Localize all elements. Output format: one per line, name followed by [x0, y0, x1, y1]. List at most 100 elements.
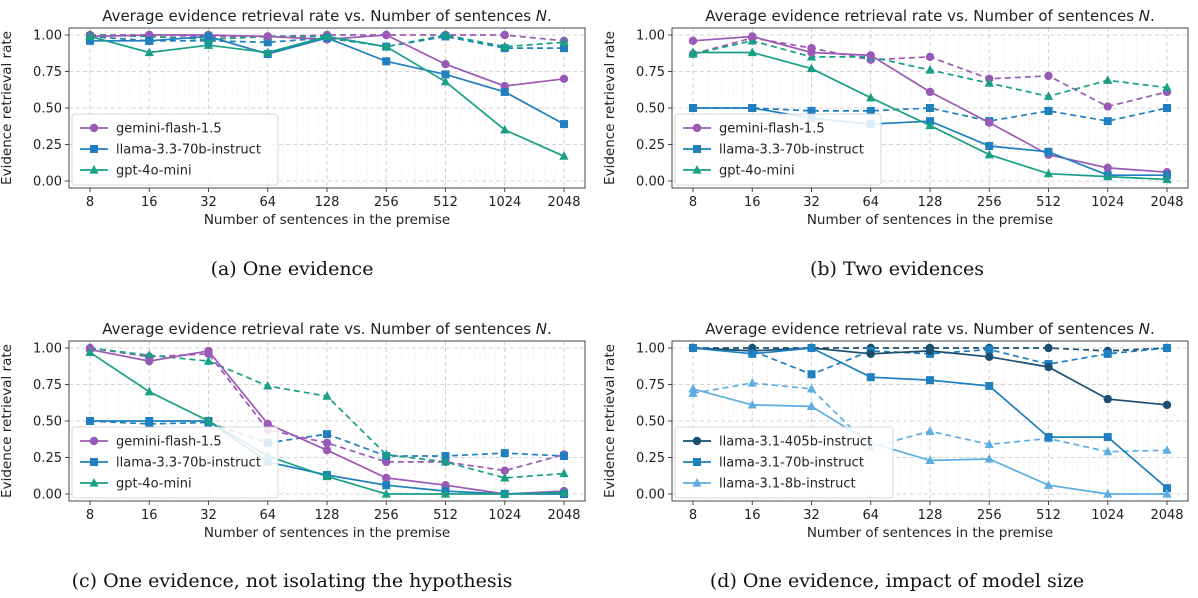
chart-a: 8 16 32 64 128 256 512 1024 2048 0.00 0.25 0.50 0.75… [0, 7, 586, 228]
data-point [500, 466, 509, 475]
y-tick-label: 1.00 [33, 342, 62, 357]
legend-label: gemini-flash-1.5 [116, 435, 222, 450]
data-point [866, 51, 875, 60]
data-point [984, 78, 994, 87]
legend-box [71, 113, 279, 186]
data-point [382, 481, 391, 490]
data-point [322, 391, 332, 400]
legend-box [674, 113, 882, 186]
x-tick-label: 1024 [1091, 195, 1124, 210]
legend-marker [693, 145, 701, 153]
data-point [1162, 445, 1172, 454]
data-point [866, 92, 876, 102]
x-tick-label: 2048 [547, 195, 580, 210]
data-point [86, 36, 94, 45]
data-point [747, 399, 757, 409]
data-point [204, 346, 213, 356]
x-tick-label: 32 [200, 508, 217, 523]
data-point [440, 30, 451, 39]
data-point [440, 456, 451, 466]
y-tick-label: 0.50 [33, 102, 62, 117]
caption-b: (b) Two evidences [809, 258, 985, 280]
data-point [866, 106, 875, 115]
data-point [866, 349, 875, 359]
data-point [925, 455, 935, 465]
legend-marker [692, 436, 702, 446]
data-point [559, 151, 569, 160]
series-line [692, 347, 1168, 376]
data-point [441, 70, 450, 79]
y-tick-label: 0.25 [636, 138, 665, 153]
y-tick-label: 0.50 [636, 102, 665, 117]
x-axis-label: Number of sentences in the premise [807, 212, 1053, 228]
x-tick-label: 128 [315, 508, 340, 523]
series-4-solid [688, 383, 1172, 498]
x-tick-label: 2048 [1150, 508, 1183, 523]
y-tick-label: 0.00 [636, 175, 665, 190]
data-point [925, 346, 935, 356]
data-point [263, 32, 272, 41]
x-tick-label: 256 [374, 508, 399, 523]
y-tick-label: 1.00 [33, 29, 62, 44]
data-point [322, 438, 332, 448]
legend-label: llama-3.3-70b-instruct [116, 143, 261, 158]
caption-c: (c) One evidence, not isolating the hypo… [71, 570, 513, 592]
y-tick-label: 0.75 [33, 378, 62, 393]
data-point [1103, 117, 1112, 126]
legend-label: gpt-4o-mini [116, 477, 192, 492]
caption-d: (d) One evidence, impact of model size [709, 570, 1085, 592]
data-point [145, 356, 154, 366]
data-point [203, 416, 214, 425]
legend-label: gemini-flash-1.5 [116, 122, 222, 137]
data-point [559, 37, 569, 46]
data-point [985, 345, 994, 354]
data-point [500, 489, 510, 498]
legend-label: llama-3.3-70b-instruct [719, 143, 864, 158]
data-point [263, 380, 273, 390]
data-point [559, 74, 569, 84]
y-tick-label: 0.75 [636, 65, 665, 80]
data-point [985, 352, 994, 361]
data-point [1044, 433, 1053, 442]
data-point [203, 356, 214, 365]
data-point [925, 426, 935, 435]
y-tick-label: 0.75 [33, 65, 62, 80]
data-point [440, 76, 451, 86]
x-tick-label: 128 [918, 195, 943, 210]
data-point [1162, 489, 1172, 498]
x-tick-label: 16 [744, 508, 761, 523]
y-axis-label: Evidence retrieval rate [602, 344, 618, 498]
legend: gemini-flash-1.5 llama-3.3-70b-instruct gp… [674, 113, 882, 186]
legend-box [674, 426, 894, 499]
series-4-solid [85, 31, 569, 160]
series-line [693, 347, 1168, 352]
data-point [1163, 104, 1171, 112]
data-point [440, 489, 451, 498]
x-tick-label: 64 [862, 508, 879, 523]
legend-marker [90, 458, 98, 466]
y-tick-label: 1.00 [636, 342, 665, 357]
legend-marker [692, 478, 702, 487]
data-point [1162, 400, 1172, 410]
data-point [807, 370, 816, 379]
data-point [263, 47, 273, 57]
x-tick-label: 8 [86, 508, 94, 523]
chart-d: 8 16 32 64 128 256 512 1024 2048 0.00 0.25 0.50 0.75… [602, 320, 1189, 541]
series-4-solid [688, 47, 1172, 184]
x-tick-label: 128 [315, 195, 340, 210]
x-tick-label: 8 [86, 195, 94, 210]
data-point [263, 419, 272, 429]
data-point [747, 47, 757, 57]
legend-marker [692, 123, 702, 133]
x-tick-label: 8 [689, 508, 697, 523]
data-point [985, 381, 994, 390]
legend-label: llama-3.1-405b-instruct [719, 435, 872, 450]
data-point [806, 401, 817, 410]
data-point [1103, 446, 1113, 456]
x-tick-label: 512 [433, 195, 458, 210]
data-point [323, 430, 331, 439]
y-tick-label: 0.25 [33, 451, 62, 466]
data-point [381, 41, 391, 51]
data-point [1103, 433, 1112, 442]
chart-title: Average evidence retrieval rate vs. Numb… [102, 320, 552, 338]
